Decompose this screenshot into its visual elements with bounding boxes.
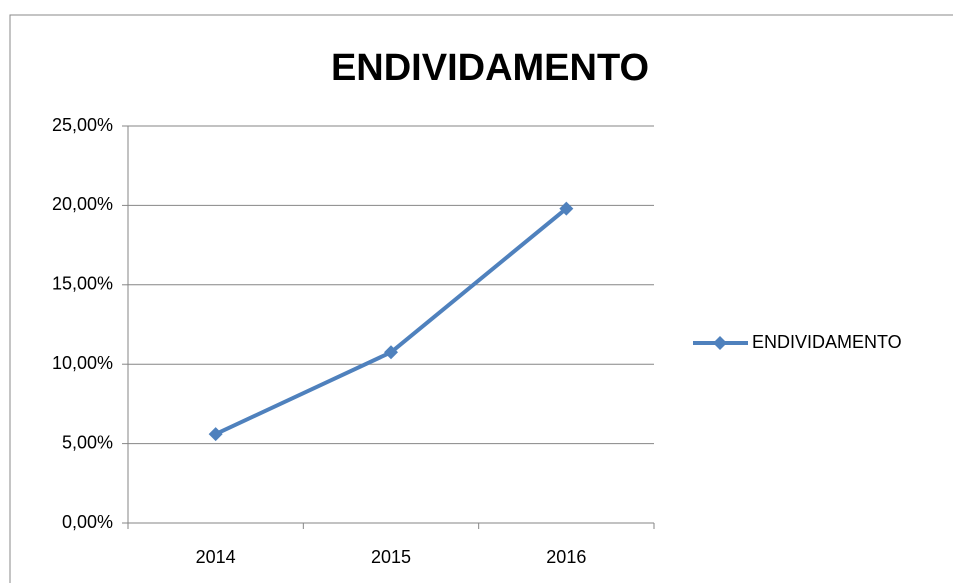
y-tick-label: 0,00% <box>62 512 113 532</box>
point <box>384 345 398 360</box>
y-tick-label: 25,00% <box>52 115 113 135</box>
x-tick-label: 2016 <box>546 547 586 567</box>
y-tick-label: 20,00% <box>52 194 113 214</box>
chart-border <box>9 14 953 583</box>
y-tick-label: 5,00% <box>62 432 113 452</box>
point <box>559 201 574 216</box>
series-line <box>214 207 568 436</box>
point <box>208 427 223 442</box>
x-tick-label: 2014 <box>196 547 236 567</box>
x-tick-label: 2015 <box>371 547 411 567</box>
legend-marker <box>713 336 727 350</box>
y-tick-label: 15,00% <box>52 274 113 294</box>
chart-title: ENDIVIDAMENTO <box>331 47 649 89</box>
y-tick-label: 10,00% <box>52 353 113 373</box>
legend-label: ENDIVIDAMENTO <box>752 332 902 352</box>
